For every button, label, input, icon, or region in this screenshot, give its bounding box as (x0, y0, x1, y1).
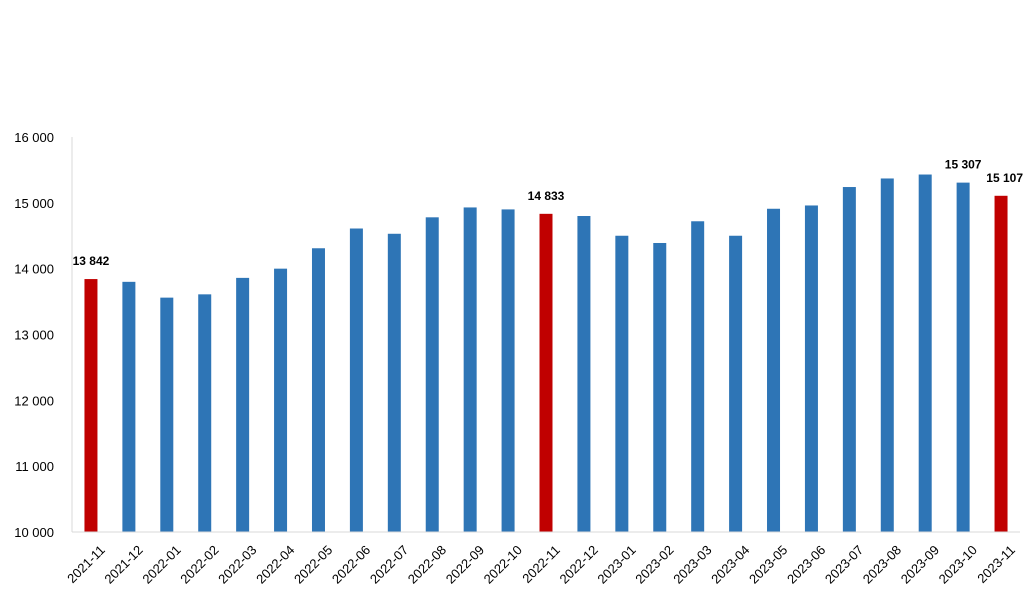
bar-2022-08 (425, 217, 439, 533)
bar-2023-02 (653, 242, 667, 532)
bar-2023-11 (994, 195, 1008, 532)
bar-2021-11 (84, 279, 98, 532)
x-tick-label: 2023-03 (670, 542, 714, 586)
x-tick-label: 2022-05 (291, 542, 335, 586)
bars (84, 174, 1008, 533)
x-tick-label: 2023-06 (784, 542, 828, 586)
bar-2023-07 (842, 187, 856, 533)
bar-2023-08 (880, 178, 894, 532)
y-tick-label: 14 000 (14, 262, 54, 277)
x-tick-label: 2023-01 (594, 542, 638, 586)
y-tick-label: 11 000 (15, 459, 54, 474)
y-tick-label: 12 000 (14, 393, 54, 408)
x-tick-label: 2022-04 (253, 542, 297, 586)
x-tick-label: 2022-09 (443, 542, 487, 586)
x-tick-label: 2022-06 (329, 542, 373, 586)
bar-2022-03 (236, 277, 250, 532)
bar-2021-12 (122, 281, 136, 532)
y-tick-label: 13 000 (14, 328, 54, 343)
x-tick-label: 2022-01 (139, 542, 183, 586)
x-tick-label: 2022-11 (519, 542, 563, 586)
bar-2022-02 (198, 294, 212, 532)
data-label: 13 842 (73, 254, 110, 268)
x-tick-label: 2023-04 (708, 542, 752, 586)
data-labels: 13 842 14 833 15 307 15 107 (73, 158, 1024, 268)
x-tick-label: 2023-05 (746, 542, 790, 586)
bar-2023-04 (729, 235, 743, 532)
x-tick-label: 2023-07 (822, 542, 866, 586)
x-tick-label: 2022-07 (367, 542, 411, 586)
y-tick-label: 15 000 (14, 196, 54, 211)
data-label: 14 833 (528, 189, 565, 203)
x-tick-label: 2021-12 (101, 542, 145, 586)
bar-2022-07 (387, 233, 401, 532)
x-tick-label: 2022-12 (556, 542, 600, 586)
bar-2023-03 (691, 221, 705, 532)
data-label: 15 107 (986, 171, 1023, 185)
x-tick-label: 2021-11 (64, 542, 108, 586)
bar-2023-10 (956, 182, 970, 532)
x-tick-label: 2022-10 (481, 542, 525, 586)
y-tick-label: 16 000 (14, 130, 54, 145)
y-axis: 10 000 11 000 12 000 13 000 14 000 15 000 16 0… (14, 130, 73, 540)
x-tick-label: 2023-09 (898, 542, 942, 586)
x-tick-label: 2023-02 (632, 542, 676, 586)
x-tick-label: 2023-10 (936, 542, 980, 586)
y-tick-label: 10 000 (14, 525, 54, 540)
x-tick-label: 2022-08 (405, 542, 449, 586)
bar-2022-04 (274, 268, 288, 532)
x-tick-label: 2023-11 (974, 542, 1018, 586)
bar-2023-01 (615, 235, 629, 532)
x-tick-label: 2022-02 (177, 542, 221, 586)
x-axis: 2021-112021-122022-012022-022022-032022-… (64, 531, 1020, 587)
bar-2022-01 (160, 297, 174, 532)
bar-2022-11 (539, 213, 553, 532)
bar-2022-10 (501, 209, 515, 532)
bar-2023-05 (767, 208, 781, 532)
x-tick-label: 2022-03 (215, 542, 259, 586)
bar-2023-06 (804, 205, 818, 532)
x-tick-label: 2023-08 (860, 542, 904, 586)
bar-2022-06 (349, 228, 363, 532)
data-label: 15 307 (945, 158, 982, 172)
bar-2022-05 (311, 248, 325, 532)
bar-2022-12 (577, 216, 591, 532)
bar-2022-09 (463, 207, 477, 533)
bar-2023-09 (918, 174, 932, 532)
